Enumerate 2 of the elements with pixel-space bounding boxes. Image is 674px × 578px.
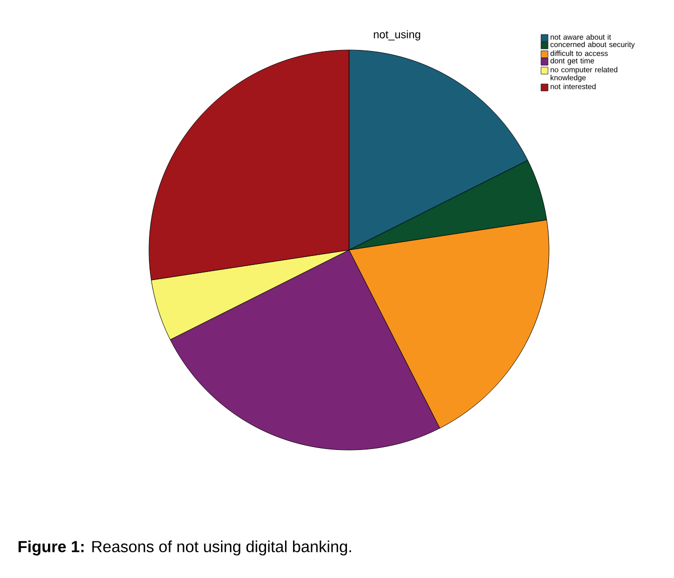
text: Figure 1: Reasons of not using digital banking. <box>18 540 351 556</box>
chart-title: not_using <box>374 30 420 40</box>
